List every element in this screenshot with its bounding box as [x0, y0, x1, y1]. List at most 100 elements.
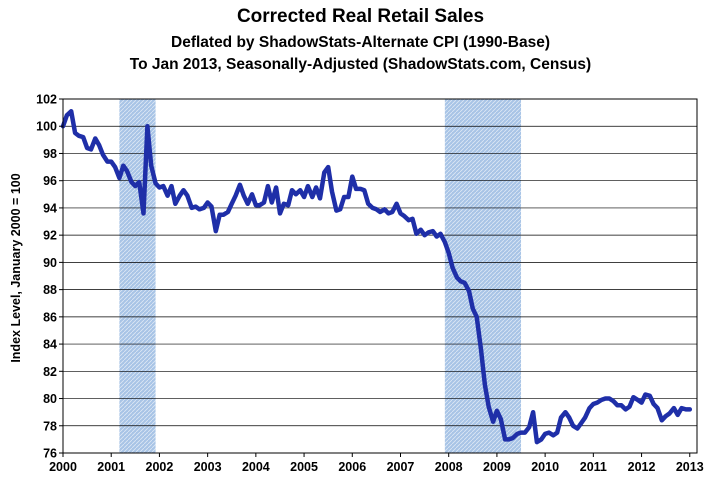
data-point: [378, 210, 382, 214]
data-point: [511, 436, 515, 440]
data-point: [109, 160, 113, 164]
data-point: [338, 207, 342, 211]
data-point: [250, 192, 254, 196]
data-point: [101, 153, 105, 157]
data-point: [226, 210, 230, 214]
data-point: [346, 195, 350, 199]
data-point: [169, 184, 173, 188]
data-point: [636, 398, 640, 402]
data-point: [591, 402, 595, 406]
y-axis-ticks: 76 78 80 82 84 86 88 90 92 94 96 98 100 102: [36, 93, 63, 461]
data-point: [374, 207, 378, 211]
data-point: [535, 440, 539, 444]
data-point: [595, 401, 599, 405]
data-point: [290, 188, 294, 192]
data-point: [113, 165, 117, 169]
data-point: [643, 392, 647, 396]
data-point: [607, 397, 611, 401]
data-point: [89, 147, 93, 151]
data-point: [390, 210, 394, 214]
y-tick-label: 82: [43, 365, 57, 379]
data-point: [262, 200, 266, 204]
data-point: [487, 405, 491, 409]
data-point: [222, 213, 226, 217]
data-point: [612, 399, 616, 403]
data-point: [652, 402, 656, 406]
y-tick-label: 102: [36, 93, 57, 107]
x-tick-label: 2002: [146, 460, 174, 474]
data-point: [402, 214, 406, 218]
data-point: [190, 206, 194, 210]
data-point: [676, 413, 680, 417]
data-point: [423, 233, 427, 237]
data-point: [395, 202, 399, 206]
data-point: [270, 200, 274, 204]
data-point: [655, 406, 659, 410]
y-tick-label: 98: [43, 147, 57, 161]
x-tick-label: 2013: [676, 460, 704, 474]
data-point: [426, 230, 430, 234]
recession-bands: [119, 99, 522, 453]
data-point: [161, 184, 165, 188]
data-point: [559, 416, 563, 420]
data-point: [258, 203, 262, 207]
data-point: [93, 136, 97, 140]
data-point: [238, 183, 242, 187]
data-point: [672, 406, 676, 410]
data-point: [471, 307, 475, 311]
data-point: [149, 164, 153, 168]
data-point: [97, 143, 101, 147]
data-point: [624, 407, 628, 411]
data-point: [137, 180, 141, 184]
data-point: [640, 401, 644, 405]
chart-subtitle: Deflated by ShadowStats-Alternate CPI (1…: [171, 34, 550, 51]
data-point: [125, 169, 129, 173]
data-point: [479, 348, 483, 352]
x-tick-label: 2004: [242, 460, 270, 474]
data-point: [157, 186, 161, 189]
data-point: [664, 414, 668, 418]
data-point: [286, 203, 290, 207]
data-point: [129, 180, 133, 184]
data-point: [451, 266, 455, 270]
data-point: [515, 432, 519, 436]
data-point: [631, 395, 635, 399]
data-point: [459, 279, 463, 283]
y-axis-label: Index Level, January 2000 = 100: [9, 173, 23, 362]
data-point: [330, 190, 334, 194]
data-point: [660, 418, 664, 422]
data-point: [166, 194, 170, 198]
data-point: [69, 109, 73, 113]
data-point: [615, 403, 619, 407]
data-point: [266, 184, 270, 188]
data-point: [547, 431, 551, 435]
data-point: [242, 194, 246, 198]
y-tick-label: 96: [43, 174, 57, 188]
x-tick-label: 2009: [483, 460, 511, 474]
data-point: [467, 289, 471, 293]
data-point: [563, 410, 567, 414]
data-point: [575, 426, 579, 430]
data-point: [414, 232, 418, 236]
data-point: [230, 202, 234, 206]
data-point: [306, 184, 310, 188]
y-tick-label: 86: [43, 310, 57, 324]
data-point: [322, 171, 326, 175]
series-line-1: [60, 109, 693, 445]
data-point: [310, 195, 314, 199]
data-point: [178, 194, 182, 198]
x-tick-label: 2000: [49, 460, 77, 474]
x-tick-label: 2001: [97, 460, 125, 474]
data-point: [209, 205, 213, 209]
data-point: [539, 437, 543, 441]
data-point: [302, 195, 306, 199]
data-point: [463, 281, 467, 285]
data-point: [121, 164, 125, 168]
data-point: [354, 187, 358, 191]
data-point: [73, 131, 77, 135]
data-point: [688, 407, 692, 411]
data-point: [218, 213, 222, 217]
data-point: [600, 398, 604, 402]
data-point: [366, 202, 370, 206]
